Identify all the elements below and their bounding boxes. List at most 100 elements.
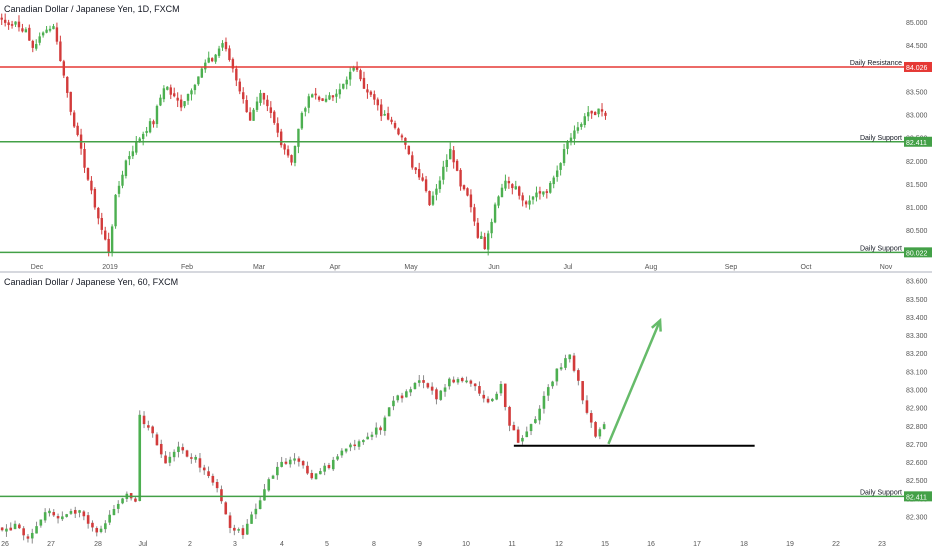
y-tick-label: 84.500 xyxy=(906,43,928,50)
x-tick-label: 27 xyxy=(47,541,55,548)
candle-body xyxy=(357,441,361,447)
candle-body xyxy=(449,148,452,160)
candle-body xyxy=(335,93,338,97)
candle-body xyxy=(166,86,169,90)
candle-body xyxy=(35,44,38,49)
candle-body xyxy=(387,407,391,417)
candle-body xyxy=(155,105,159,125)
projection-arrow-shaft xyxy=(607,320,662,445)
candle-body xyxy=(159,97,162,106)
candle-body xyxy=(493,204,497,223)
candle-body xyxy=(559,163,562,170)
candle-body xyxy=(345,79,348,85)
candle-body xyxy=(421,177,424,181)
y-tick-label: 83.400 xyxy=(906,315,928,322)
candle-body xyxy=(317,96,321,100)
candle-body xyxy=(276,466,279,476)
candle-body xyxy=(373,94,376,100)
panel-divider[interactable] xyxy=(0,271,932,273)
x-tick-label: 18 xyxy=(740,541,748,548)
candle-body xyxy=(76,125,79,135)
candle-body xyxy=(602,424,606,429)
candle-body xyxy=(258,500,262,510)
daily-candlestick-chart[interactable]: 85.00084.50084.00083.50083.00082.50082.0… xyxy=(0,0,932,272)
candle-body xyxy=(495,393,498,400)
candle-body xyxy=(314,93,317,96)
candle-body xyxy=(500,187,504,198)
candle-body xyxy=(48,28,52,31)
candle-body xyxy=(480,235,483,239)
candle-body xyxy=(173,93,176,97)
candle-body xyxy=(61,516,64,520)
candle-body xyxy=(185,450,189,457)
candle-body xyxy=(107,238,110,253)
candle-body xyxy=(538,408,541,421)
candle-body xyxy=(301,461,305,466)
candle-body xyxy=(172,451,176,458)
candle-body xyxy=(128,156,131,160)
candle-body xyxy=(242,92,245,100)
candle-body xyxy=(13,523,17,530)
candle-body xyxy=(142,415,146,425)
candle-body xyxy=(162,88,166,100)
candle-body xyxy=(452,379,455,383)
candle-body xyxy=(324,98,328,102)
candle-body xyxy=(131,151,135,157)
candle-body xyxy=(69,511,73,514)
candle-body xyxy=(310,472,314,479)
price-tag-value: 80.022 xyxy=(906,250,928,257)
x-tick-label: Jul xyxy=(139,541,148,548)
candle-body xyxy=(580,123,583,127)
x-tick-label: 19 xyxy=(786,541,794,548)
candle-body xyxy=(566,141,569,149)
candle-body xyxy=(486,233,490,250)
candle-body xyxy=(383,114,386,116)
candle-body xyxy=(355,66,359,70)
candle-body xyxy=(452,150,455,163)
candle-body xyxy=(473,383,477,387)
candle-body xyxy=(117,185,121,194)
candle-body xyxy=(336,456,339,460)
y-tick-label: 82.800 xyxy=(906,424,928,431)
price-tag-support xyxy=(904,136,932,147)
candle-body xyxy=(604,112,607,116)
candle-body xyxy=(263,489,266,501)
candle-body xyxy=(392,400,395,407)
candle-body xyxy=(78,510,81,513)
x-tick-label: Jun xyxy=(488,264,499,271)
candle-body xyxy=(22,528,25,536)
hourly-candlestick-chart[interactable]: 83.600 83.500 83.400 83.300 83.200 83.100 83.0… xyxy=(0,273,932,550)
candle-body xyxy=(14,21,17,25)
candle-body xyxy=(374,427,378,435)
x-tick-label: Jul xyxy=(564,264,573,271)
candle-body xyxy=(41,32,45,36)
candle-body xyxy=(186,93,190,101)
x-tick-label: Sep xyxy=(725,264,738,271)
candle-body xyxy=(511,184,514,189)
candle-body xyxy=(72,112,76,127)
candle-body xyxy=(164,455,167,464)
candle-body xyxy=(56,516,60,519)
x-tick-label: 10 xyxy=(462,541,470,548)
candle-body xyxy=(426,383,430,388)
x-tick-label: 15 xyxy=(601,541,609,548)
candle-body xyxy=(435,188,438,195)
candle-body xyxy=(3,19,7,23)
candle-body xyxy=(583,116,586,125)
candle-body xyxy=(197,76,200,85)
x-tick-label: Feb xyxy=(181,264,193,271)
candle-body xyxy=(82,511,86,517)
candle-body xyxy=(366,89,369,93)
candle-body xyxy=(86,515,90,524)
candle-body xyxy=(135,141,138,153)
candle-body xyxy=(194,456,197,460)
candle-body xyxy=(97,207,100,219)
candle-body xyxy=(121,174,124,186)
candle-body xyxy=(86,167,90,180)
candle-body xyxy=(134,498,137,502)
candle-body xyxy=(518,186,521,196)
candle-body xyxy=(516,429,520,443)
support-label: Daily Support xyxy=(860,245,902,252)
y-tick-label: 82.700 xyxy=(906,442,928,449)
candle-body xyxy=(38,36,41,43)
